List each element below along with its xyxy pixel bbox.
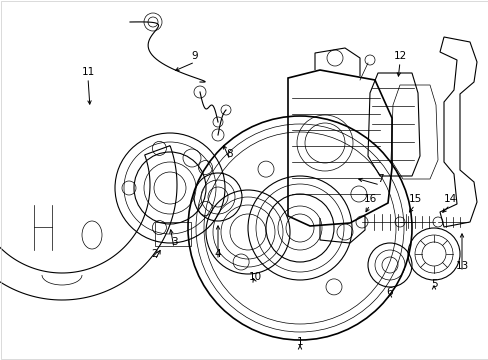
Text: 2: 2 bbox=[151, 249, 158, 259]
Text: 13: 13 bbox=[454, 261, 468, 271]
Text: 11: 11 bbox=[81, 67, 95, 77]
Text: 5: 5 bbox=[430, 279, 436, 289]
Text: 8: 8 bbox=[226, 149, 233, 159]
Text: 12: 12 bbox=[392, 51, 406, 61]
Text: 16: 16 bbox=[363, 194, 376, 204]
Text: 1: 1 bbox=[296, 337, 303, 347]
Text: 3: 3 bbox=[170, 237, 177, 247]
Text: 9: 9 bbox=[191, 51, 198, 61]
Text: 14: 14 bbox=[443, 194, 456, 204]
Text: 10: 10 bbox=[248, 272, 261, 282]
Text: 15: 15 bbox=[407, 194, 421, 204]
Text: 7: 7 bbox=[376, 174, 383, 184]
Text: 6: 6 bbox=[386, 287, 392, 297]
Text: 4: 4 bbox=[214, 249, 221, 259]
